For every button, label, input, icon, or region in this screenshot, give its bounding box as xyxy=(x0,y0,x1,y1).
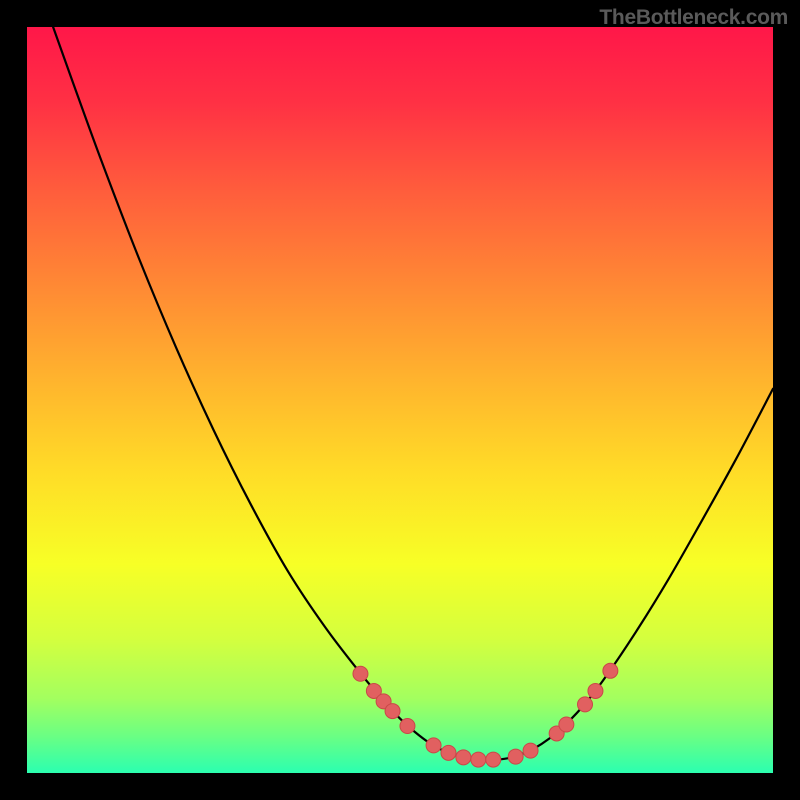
data-point-marker xyxy=(426,738,441,753)
chart-svg xyxy=(27,27,773,773)
data-point-marker xyxy=(441,745,456,760)
gradient-background xyxy=(27,27,773,773)
plot-area xyxy=(27,27,773,773)
data-point-marker xyxy=(523,743,538,758)
data-point-marker xyxy=(559,717,574,732)
data-point-marker xyxy=(353,666,368,681)
watermark-text: TheBottleneck.com xyxy=(599,6,788,30)
data-point-marker xyxy=(471,752,486,767)
data-point-marker xyxy=(578,697,593,712)
data-point-marker xyxy=(588,683,603,698)
data-point-marker xyxy=(400,719,415,734)
data-point-marker xyxy=(456,750,471,765)
data-point-marker xyxy=(508,749,523,764)
data-point-marker xyxy=(603,663,618,678)
data-point-marker xyxy=(385,704,400,719)
data-point-marker xyxy=(486,752,501,767)
chart-frame: TheBottleneck.com xyxy=(0,0,800,800)
